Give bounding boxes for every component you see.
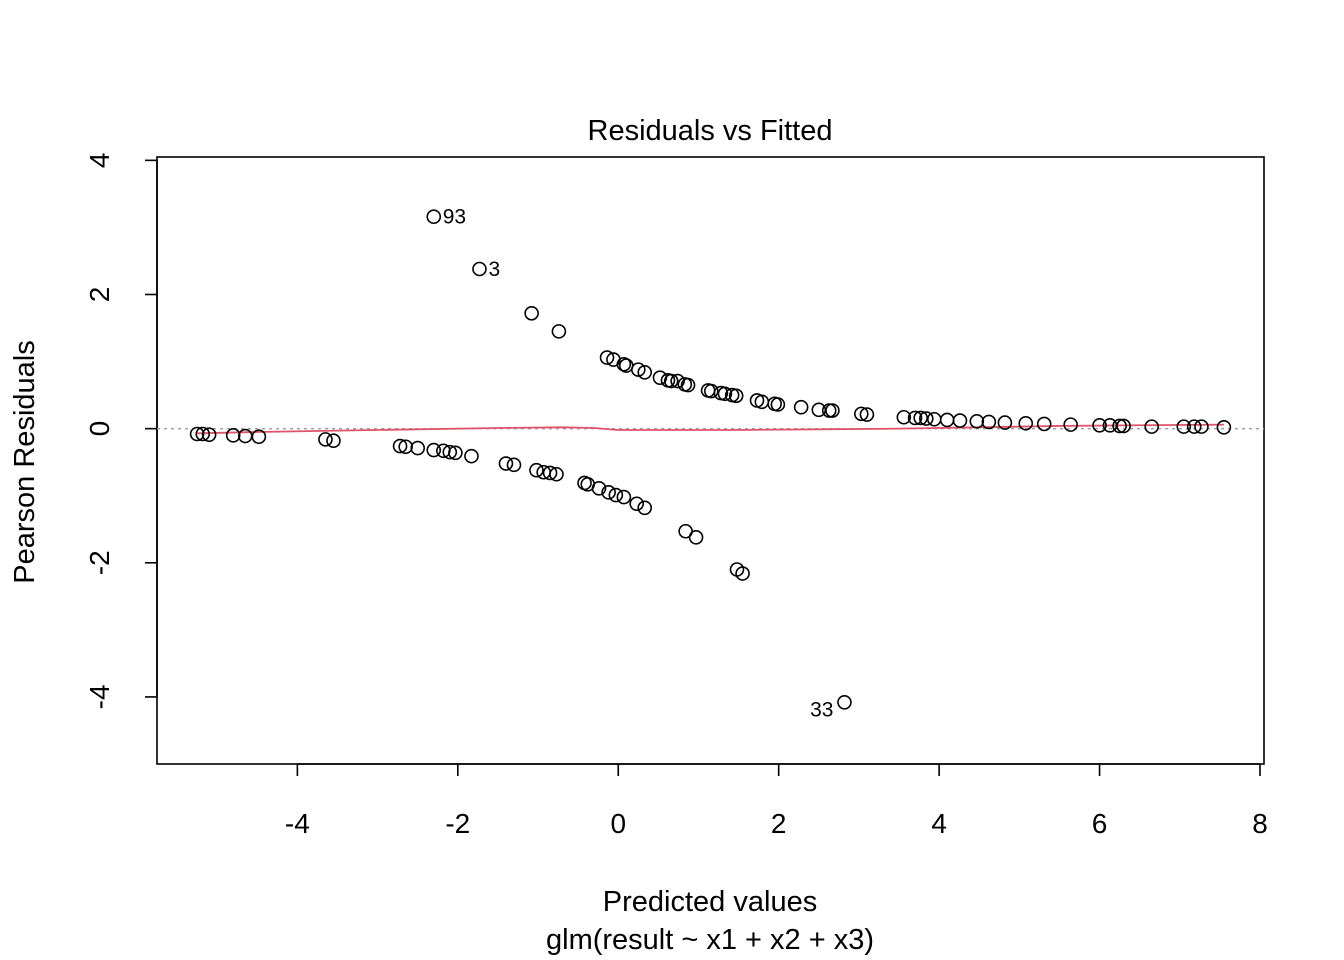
data-point xyxy=(1194,419,1209,434)
data-point xyxy=(663,373,679,389)
data-point xyxy=(981,414,997,430)
data-point xyxy=(442,444,458,460)
data-point xyxy=(680,377,696,393)
data-point xyxy=(591,481,607,496)
data-point xyxy=(549,466,564,482)
data-point xyxy=(1186,419,1202,434)
data-point xyxy=(1216,419,1232,435)
x-tick-label: -4 xyxy=(285,808,310,839)
data-point xyxy=(426,209,442,224)
data-point xyxy=(1063,417,1078,432)
data-point xyxy=(1018,415,1034,431)
point-annotation: 93 xyxy=(443,206,466,229)
data-point xyxy=(670,373,685,389)
data-point xyxy=(629,496,645,512)
chart-title: Residuals vs Fitted xyxy=(588,115,833,147)
data-point xyxy=(398,439,413,455)
data-point xyxy=(201,427,217,442)
data-point xyxy=(616,356,632,372)
data-point xyxy=(524,305,539,321)
points-layer xyxy=(189,209,1232,710)
data-point xyxy=(616,489,632,505)
data-point xyxy=(728,388,744,404)
data-point xyxy=(326,433,341,449)
data-point xyxy=(195,426,211,442)
data-point xyxy=(688,529,704,545)
data-point xyxy=(907,410,923,426)
data-point xyxy=(318,432,333,447)
data-point xyxy=(896,409,912,425)
data-point xyxy=(506,457,522,473)
data-point xyxy=(498,456,514,471)
data-point xyxy=(637,500,653,516)
x-tick-label: 6 xyxy=(1092,808,1108,839)
plot-frame xyxy=(156,156,1265,765)
data-point xyxy=(225,428,241,443)
x-tick-label: 4 xyxy=(931,808,947,839)
data-point xyxy=(793,399,809,415)
data-point xyxy=(1144,419,1159,434)
data-point xyxy=(735,566,750,581)
y-tick-label: 4 xyxy=(84,153,115,169)
data-point xyxy=(464,448,479,464)
data-point xyxy=(529,462,544,478)
data-point xyxy=(448,445,463,461)
data-point xyxy=(637,365,653,380)
data-point xyxy=(770,397,786,412)
x-tick-label: 0 xyxy=(610,808,626,839)
data-point xyxy=(825,403,840,418)
data-point xyxy=(1116,418,1131,434)
data-point xyxy=(189,426,205,442)
data-point xyxy=(939,412,955,428)
data-point xyxy=(1092,417,1107,433)
x-tick-label: -2 xyxy=(445,808,470,839)
data-point xyxy=(1036,416,1052,432)
x-axis-label: Predicted values xyxy=(603,886,817,918)
y-axis: -4 -2 0 2 4 xyxy=(84,153,158,709)
x-axis: -4 -2 0 2 4 6 8 xyxy=(285,763,1268,839)
data-point xyxy=(392,438,408,454)
data-point xyxy=(1176,419,1192,434)
data-point xyxy=(837,694,852,710)
data-point xyxy=(859,407,875,422)
data-point xyxy=(717,386,733,402)
x-tick-label: 8 xyxy=(1252,808,1268,839)
data-point xyxy=(410,440,426,456)
point-annotation: 33 xyxy=(810,698,833,721)
point-annotation: 3 xyxy=(488,258,500,281)
data-point xyxy=(608,487,624,503)
data-point xyxy=(601,485,616,500)
data-point xyxy=(997,415,1013,430)
y-tick-label: -4 xyxy=(84,684,115,709)
data-point xyxy=(952,413,968,428)
data-point xyxy=(551,324,567,339)
data-point xyxy=(599,350,615,365)
data-point xyxy=(631,362,646,377)
data-point xyxy=(251,429,267,444)
y-tick-label: -2 xyxy=(84,550,115,575)
data-point xyxy=(927,411,942,427)
x-tick-label: 2 xyxy=(771,808,787,839)
data-point xyxy=(472,261,487,277)
data-point xyxy=(426,442,442,458)
y-tick-label: 0 xyxy=(84,421,115,437)
data-point xyxy=(918,411,934,426)
chart-subtitle: glm(result ~ x1 + x2 + x3) xyxy=(546,924,874,956)
data-point xyxy=(542,465,558,481)
data-point xyxy=(1112,418,1127,434)
data-point xyxy=(854,406,869,422)
data-point xyxy=(969,413,985,429)
y-tick-label: 2 xyxy=(84,287,115,303)
data-point xyxy=(704,383,719,399)
y-axis-label: Pearson Residuals xyxy=(9,340,41,583)
